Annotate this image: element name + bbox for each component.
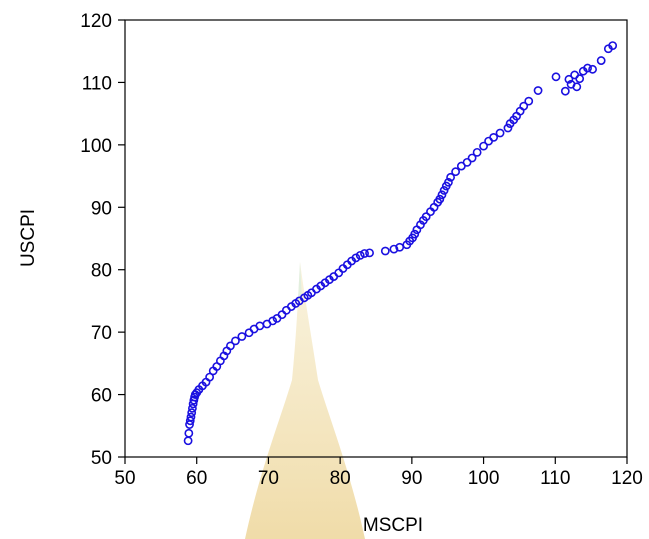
- data-point: [226, 341, 235, 351]
- data-point: [444, 177, 453, 187]
- data-point: [268, 316, 278, 326]
- x-tick-label: 90: [401, 468, 422, 489]
- data-point: [570, 70, 580, 80]
- y-axis: 50 60 70 80 90 100 110 120: [80, 11, 125, 469]
- y-tick-label: 80: [91, 261, 112, 282]
- data-point: [184, 428, 194, 438]
- data-point: [205, 372, 215, 382]
- data-series: [183, 41, 618, 446]
- data-point: [237, 332, 247, 341]
- y-tick-label: 120: [80, 11, 112, 32]
- data-point: [421, 212, 431, 222]
- data-point: [351, 253, 361, 263]
- data-point: [355, 250, 365, 260]
- data-point: [588, 64, 597, 74]
- y-tick-label: 60: [91, 386, 112, 407]
- data-point: [185, 416, 195, 426]
- x-tick-label: 80: [330, 468, 351, 489]
- y-axis-title: USCPI: [18, 209, 39, 267]
- data-point: [551, 72, 561, 82]
- data-point: [439, 186, 449, 195]
- data-point: [596, 56, 606, 65]
- x-tick-label: 70: [258, 468, 279, 489]
- x-tick-label: 110: [540, 468, 570, 489]
- data-point: [365, 248, 374, 258]
- data-point: [277, 310, 287, 320]
- x-tick-label: 100: [468, 468, 500, 489]
- data-point: [183, 436, 193, 446]
- data-point: [244, 328, 254, 338]
- data-point: [462, 157, 472, 167]
- plot-frame: [124, 19, 628, 458]
- y-tick-label: 70: [91, 323, 112, 344]
- data-point: [435, 194, 445, 204]
- data-point: [410, 229, 420, 239]
- data-point: [479, 141, 488, 151]
- data-point: [533, 86, 543, 95]
- data-point: [575, 74, 585, 84]
- data-point: [186, 412, 196, 422]
- x-tick-label: 120: [611, 468, 643, 489]
- data-point: [489, 132, 499, 142]
- data-point: [519, 101, 529, 111]
- data-point: [608, 41, 618, 50]
- data-point: [564, 74, 574, 84]
- data-point: [231, 336, 240, 346]
- data-point: [467, 153, 477, 163]
- data-point: [583, 63, 592, 73]
- data-point: [389, 244, 399, 254]
- data-point: [360, 249, 369, 258]
- x-tick-label: 60: [186, 468, 207, 489]
- y-tick-label: 50: [91, 448, 112, 469]
- data-point: [334, 268, 344, 278]
- data-point: [437, 190, 447, 200]
- data-point: [495, 128, 505, 138]
- data-point: [451, 167, 460, 177]
- data-point: [255, 321, 265, 331]
- data-point: [380, 246, 390, 256]
- data-point: [503, 123, 513, 133]
- y-tick-label: 110: [82, 73, 112, 94]
- x-axis-title: MSCPI: [363, 515, 423, 536]
- y-tick-label: 90: [91, 198, 112, 219]
- y-tick-label: 100: [80, 136, 112, 157]
- x-axis: 50 60 70 80 90 100 110 120: [114, 457, 643, 489]
- data-point: [472, 147, 482, 157]
- data-point: [572, 82, 582, 92]
- data-point: [524, 96, 534, 106]
- x-tick-label: 50: [114, 468, 135, 489]
- data-point: [560, 86, 570, 96]
- data-point: [484, 136, 493, 146]
- data-point: [446, 172, 455, 182]
- data-point: [188, 403, 197, 413]
- data-point: [187, 408, 197, 418]
- data-point: [281, 305, 291, 315]
